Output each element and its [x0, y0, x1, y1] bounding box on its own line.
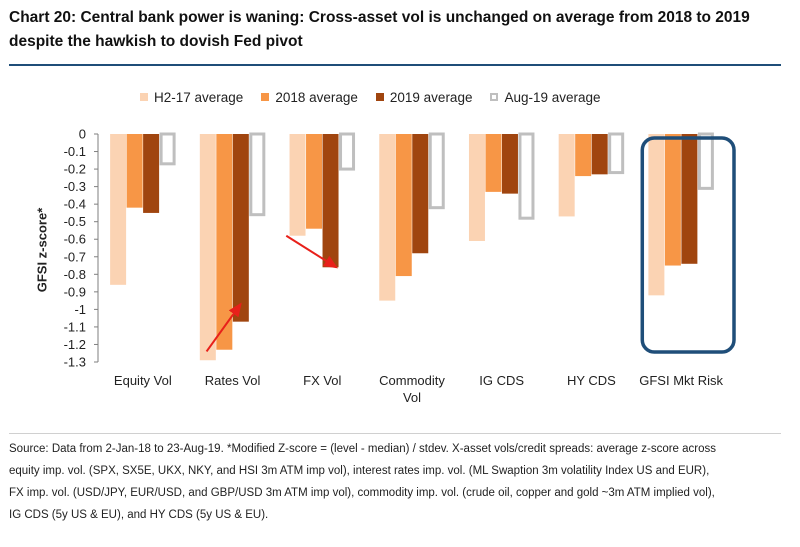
y-tick-label-2: -0.2	[64, 162, 86, 177]
bar-4-0	[468, 134, 485, 241]
legend-swatch-2018	[261, 93, 270, 101]
category-label-0-line-0: Equity Vol	[113, 373, 172, 388]
bar-3-3	[428, 132, 445, 210]
category-label-0: Equity Vol	[98, 372, 188, 389]
legend-label-aug-19: Aug-19 average	[504, 89, 601, 105]
chart-title: Chart 20: Central bank power is waning: …	[9, 9, 750, 50]
source-line-4: IG CDS (5y US & EU), and HY CDS (5y US &…	[9, 509, 269, 521]
source-rule	[9, 433, 781, 434]
y-tick-label-11: -1.1	[64, 319, 86, 334]
category-label-2: FX Vol	[277, 372, 367, 389]
legend-swatch-h2-17	[140, 93, 148, 101]
legend-label-2019: 2019 average	[389, 89, 473, 105]
category-label-5: HY CDS	[546, 372, 636, 389]
y-tick-label-5: -0.5	[64, 214, 86, 229]
highlight-box-gfsi	[640, 136, 736, 354]
source-line-1: Source: Data from 2-Jan-18 to 23-Aug-19.…	[9, 443, 717, 455]
category-label-3: Commodity Vol	[367, 372, 457, 406]
bar-5-3	[608, 132, 625, 175]
category-label-3-line-1: Vol	[402, 390, 422, 405]
bar-0-3	[159, 132, 176, 166]
bar-2-1	[306, 134, 323, 229]
bar-4-2	[501, 134, 518, 194]
bar-0-0	[110, 134, 127, 285]
bar-1-0	[199, 134, 216, 361]
y-tick-label-1: -0.1	[64, 144, 86, 159]
bar-3-1	[395, 134, 412, 277]
legend-item-h2-17: H2-17 average	[140, 90, 243, 105]
legend-item-2019: 2019 average	[375, 89, 473, 105]
y-tick-label-6: -0.6	[64, 232, 86, 247]
category-label-6: GFSI Mkt Risk	[636, 372, 726, 389]
legend-label-2018: 2018 average	[275, 89, 358, 105]
y-tick-label-3: -0.3	[64, 179, 86, 194]
legend-item-2018: 2018 average	[261, 90, 358, 105]
bar-5-0	[558, 134, 575, 217]
category-label-6-line-0: GFSI Mkt Risk	[639, 373, 724, 388]
bar-1-3	[249, 132, 266, 217]
category-label-4-line-0: IG CDS	[479, 373, 525, 388]
bar-6-0	[648, 134, 665, 296]
source-note: Source: Data from 2-Jan-18 to 23-Aug-19.…	[9, 438, 787, 526]
bar-2-0	[289, 134, 306, 236]
legend: H2-17 average 2018 average 2019 average …	[140, 89, 619, 105]
arrow-0	[205, 302, 242, 353]
bar-3-0	[379, 134, 396, 301]
bar-2-3	[339, 132, 356, 171]
bar-5-1	[575, 134, 592, 177]
bar-6-1	[664, 134, 681, 266]
bar-3-2	[412, 134, 429, 254]
bar-1-1	[216, 134, 233, 350]
y-tick-label-7: -0.7	[64, 249, 86, 264]
category-label-5-line-0: HY CDS	[566, 373, 616, 388]
y-tick-label-0: 0	[79, 127, 86, 142]
bar-5-2	[591, 134, 608, 175]
title-rule	[9, 64, 781, 66]
y-tick-label-13: -1.3	[64, 355, 86, 370]
source-line-2: equity imp. vol. (SPX, SX5E, UKX, NKY, a…	[9, 465, 710, 477]
category-label-2-line-0: FX Vol	[303, 373, 342, 388]
category-label-1: Rates Vol	[188, 372, 278, 389]
bar-4-1	[485, 134, 502, 192]
source-line-3: FX imp. vol. (USD/JPY, EUR/USD, and GBP/…	[9, 487, 715, 499]
y-tick-label-10: -1	[74, 302, 86, 317]
y-tick-label-4: -0.4	[64, 197, 86, 212]
legend-item-aug-19: Aug-19 average	[490, 89, 601, 105]
legend-label-h2-17: H2-17 average	[154, 89, 244, 105]
bar-6-2	[681, 134, 698, 264]
arrow-1	[285, 234, 338, 269]
legend-swatch-aug-19	[490, 93, 499, 101]
bar-1-2	[232, 134, 249, 322]
y-tick-label-9: -0.9	[64, 284, 86, 299]
y-tick-label-8: -0.8	[64, 267, 86, 282]
category-label-4: IG CDS	[457, 372, 547, 389]
bar-0-1	[126, 134, 143, 208]
bar-4-3	[518, 132, 535, 220]
bar-0-2	[143, 134, 160, 213]
y-tick-label-12: -1.2	[64, 337, 86, 352]
legend-swatch-2019	[375, 93, 384, 101]
bar-6-3	[697, 132, 714, 190]
category-label-3-line-0: Commodity	[379, 373, 445, 388]
bar-2-2	[322, 134, 339, 268]
category-label-1-line-0: Rates Vol	[204, 373, 261, 388]
